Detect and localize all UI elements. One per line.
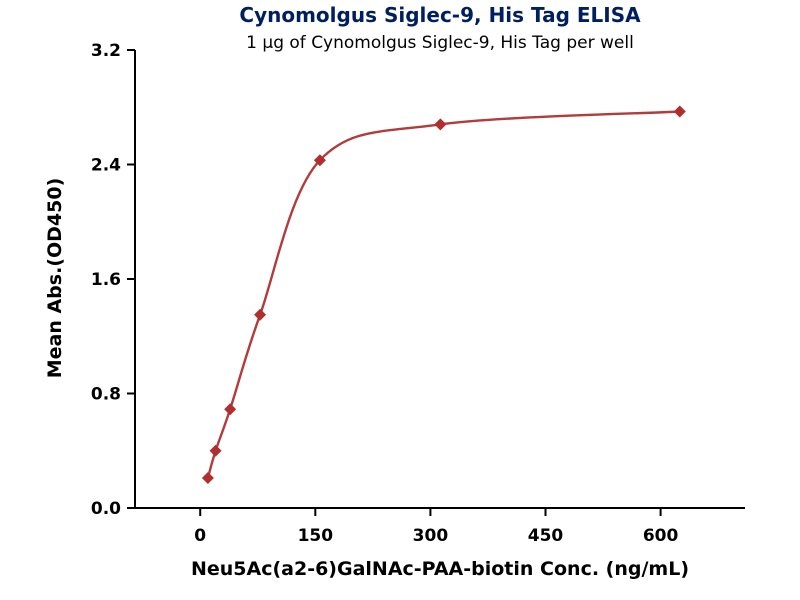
data-point-marker	[434, 118, 447, 131]
y-tick-label: 0.0	[91, 499, 121, 519]
y-tick-label: 3.2	[91, 41, 121, 61]
chart-title: Cynomolgus Siglec-9, His Tag ELISA	[239, 3, 641, 27]
x-tick-label: 150	[298, 526, 334, 546]
data-point-marker	[254, 308, 267, 321]
chart-subtitle: 1 μg of Cynomolgus Siglec-9, His Tag per…	[246, 33, 634, 53]
data-point-marker	[673, 105, 686, 118]
y-tick-label: 1.6	[91, 270, 121, 290]
x-tick-label: 450	[528, 526, 564, 546]
x-tick-label: 300	[413, 526, 449, 546]
axes	[134, 50, 745, 509]
data-point-marker	[201, 471, 214, 484]
x-tick-label: 600	[643, 526, 679, 546]
x-tick-label: 0	[194, 526, 206, 546]
y-tick-label: 0.8	[91, 385, 121, 405]
data-point-marker	[224, 403, 237, 416]
data-point-marker	[313, 154, 326, 167]
data-point-marker	[209, 444, 222, 457]
fit-curve	[206, 110, 680, 479]
y-tick-label: 2.4	[91, 156, 121, 176]
x-axis-label: Neu5Ac(a2-6)GalNAc-PAA-biotin Conc. (ng/…	[190, 558, 690, 580]
